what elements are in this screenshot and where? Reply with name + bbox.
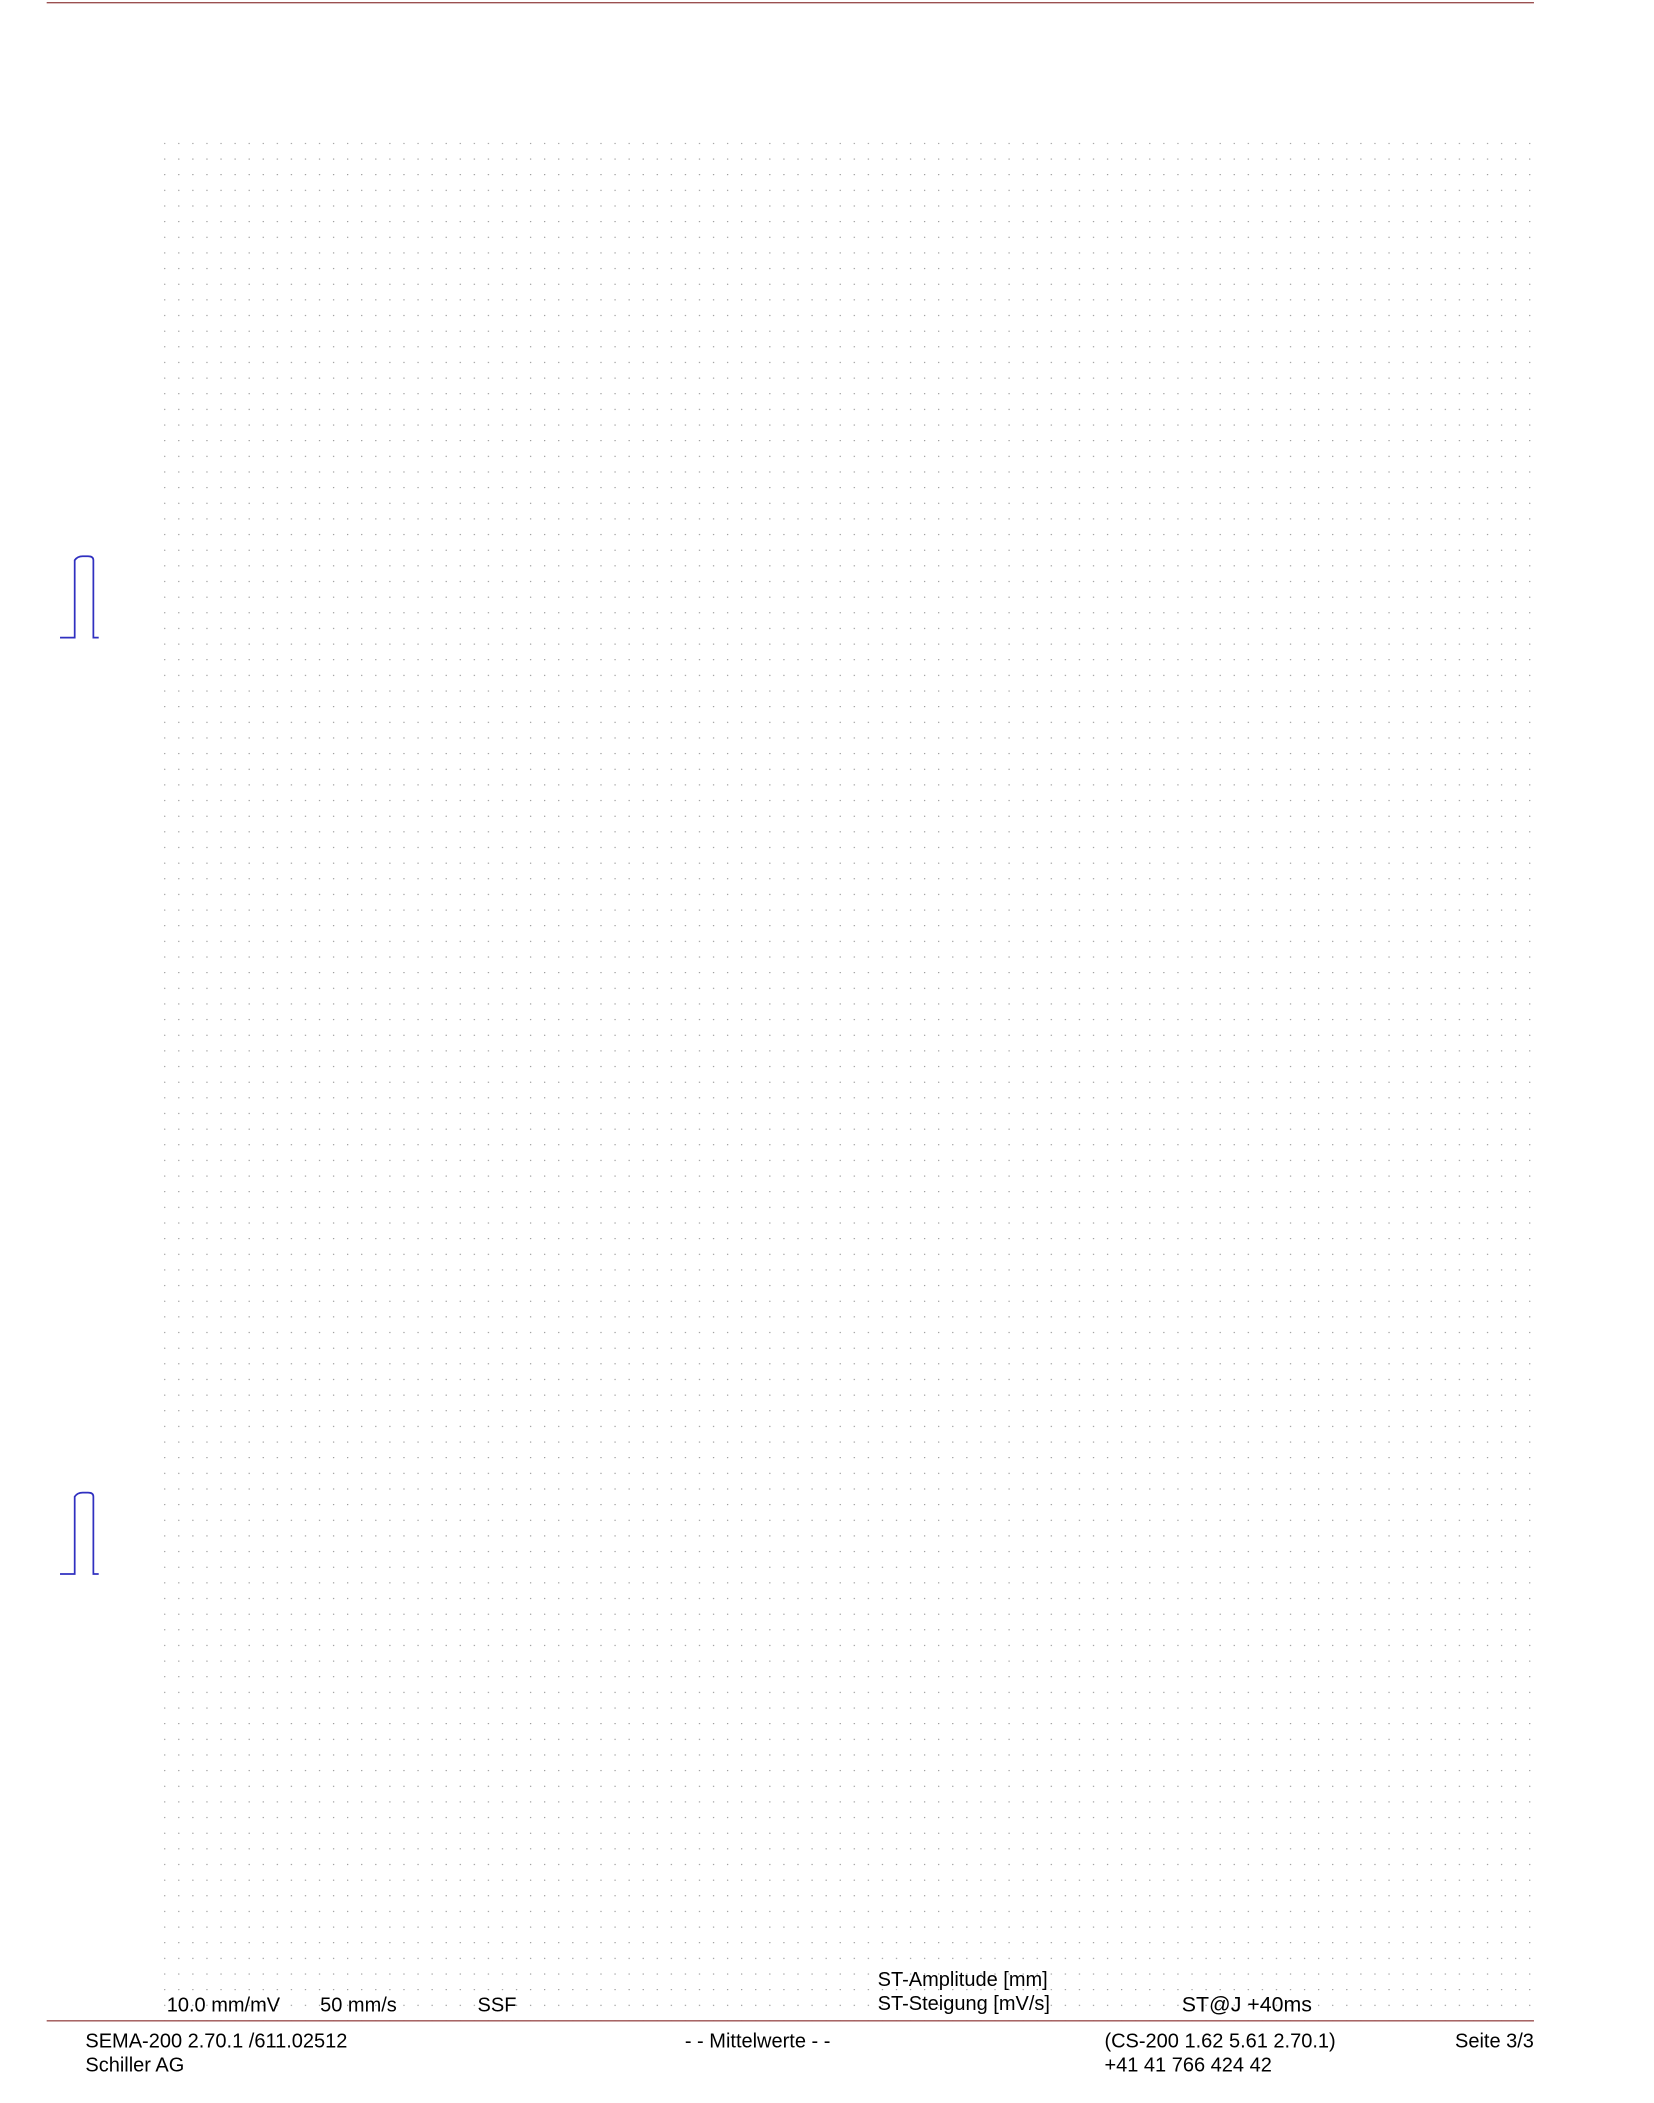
- st-amplitude-note: ST-Amplitude [mm]: [878, 1969, 1048, 1991]
- measure-point: ST@J +40ms: [1182, 1992, 1312, 2016]
- filter: SSF: [478, 1994, 517, 2016]
- gain: 10.0 mm/mV: [167, 1994, 281, 2016]
- speed: 50 mm/s: [320, 1994, 397, 2016]
- company: Schiller AG: [85, 2055, 184, 2077]
- calibration-pulse: [60, 1491, 99, 1575]
- page-number: Seite 3/3: [1455, 2031, 1534, 2053]
- phone: +41 41 766 424 42: [1104, 2055, 1271, 2077]
- st-slope-note: ST-Steigung [mV/s]: [878, 1993, 1050, 2015]
- software: SEMA-200 2.70.1 /611.02512: [85, 2031, 347, 2053]
- calibration-pulse: [60, 555, 99, 639]
- device: (CS-200 1.62 5.61 2.70.1): [1104, 2031, 1335, 2053]
- mode: - - Mittelwerte - -: [685, 2031, 831, 2053]
- grid-dots: [164, 142, 1534, 2021]
